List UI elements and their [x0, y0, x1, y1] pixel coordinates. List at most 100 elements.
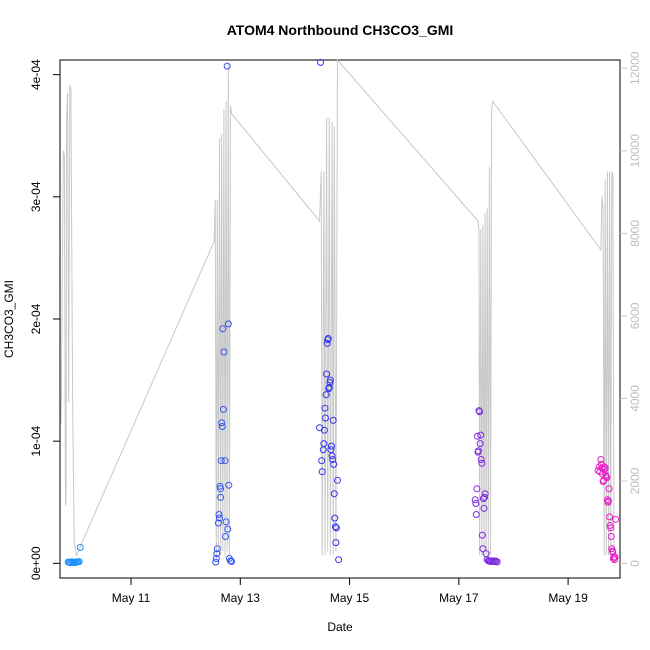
data-point: [213, 550, 221, 558]
data-point: [473, 432, 481, 440]
data-point: [214, 519, 222, 527]
x-axis: May 11 May 13 May 15 May 17 May 19: [112, 577, 588, 605]
data-point: [228, 558, 236, 565]
data-point: [212, 558, 220, 566]
data-point: [217, 485, 225, 493]
series-2: [212, 62, 236, 566]
x-tick-label: May 13: [221, 591, 261, 605]
x-axis-label: Date: [327, 620, 353, 634]
series-4: [471, 407, 501, 566]
data-point: [75, 558, 83, 566]
data-point: [603, 474, 611, 482]
y-axis: 0e+00 1e-04 2e-04 3e-04 4e-04: [29, 59, 60, 580]
data-point: [477, 431, 485, 439]
data-point: [481, 490, 489, 498]
y2-tick-label: 6000: [628, 302, 642, 329]
data-point: [479, 545, 487, 553]
data-point: [331, 514, 339, 522]
data-point: [320, 426, 328, 434]
data-point: [322, 391, 330, 399]
data-point: [318, 468, 326, 476]
data-point: [480, 504, 488, 512]
data-point: [320, 440, 328, 448]
data-point: [611, 553, 619, 561]
data-point: [478, 531, 486, 539]
data-point: [325, 383, 333, 391]
data-point: [475, 447, 482, 455]
y2-tick-label: 8000: [628, 220, 642, 247]
data-point: [472, 500, 480, 507]
data-point: [476, 440, 484, 448]
data-point: [600, 463, 608, 471]
data-point: [473, 485, 481, 493]
data-point: [607, 524, 615, 532]
series-5: [594, 456, 620, 564]
data-point: [223, 62, 231, 70]
data-points-layer: [64, 58, 620, 567]
data-point: [323, 339, 331, 347]
data-point: [605, 485, 613, 493]
data-point: [329, 416, 337, 424]
altitude-line: [60, 58, 615, 560]
data-point: [212, 555, 220, 562]
y-tick-label: 4e-04: [29, 59, 43, 90]
data-point: [323, 370, 331, 378]
secondary-y-axis: 0 2000 4000 6000 8000 10000 12000: [620, 51, 642, 567]
data-point: [222, 533, 229, 540]
chart-title: ATOM4 Northbound CH3CO3_GMI: [227, 22, 454, 38]
y-tick-label: 0e+00: [29, 546, 43, 580]
data-point: [216, 514, 223, 522]
data-point: [217, 457, 225, 465]
data-point: [329, 456, 337, 463]
data-point: [215, 511, 223, 518]
data-point: [335, 556, 343, 564]
data-point: [318, 457, 326, 465]
data-point: [607, 533, 615, 540]
data-point: [493, 558, 501, 566]
data-point: [330, 460, 338, 468]
data-point: [478, 459, 486, 467]
data-point: [224, 320, 232, 328]
data-point: [217, 493, 225, 501]
data-point: [612, 515, 620, 523]
y2-tick-label: 12000: [628, 51, 642, 85]
plot-frame: [59, 59, 621, 579]
data-point: [330, 490, 338, 498]
data-point: [321, 404, 329, 412]
data-point: [222, 518, 230, 526]
data-point: [477, 456, 485, 463]
x-tick-label: May 11: [112, 591, 151, 605]
data-point: [324, 335, 332, 342]
data-point: [219, 405, 227, 413]
data-point: [331, 523, 339, 531]
data-point: [218, 423, 226, 430]
data-point: [328, 442, 335, 450]
data-point: [326, 376, 334, 384]
data-point: [219, 325, 227, 333]
data-point: [492, 557, 500, 565]
y2-tick-label: 4000: [628, 385, 642, 412]
x-tick-label: May 17: [439, 591, 479, 605]
data-point: [218, 419, 226, 427]
x-tick-label: May 19: [548, 591, 588, 605]
data-point: [476, 408, 484, 416]
series-1: [64, 544, 84, 567]
y-tick-label: 2e-04: [29, 303, 43, 334]
data-point: [334, 476, 341, 484]
data-point: [332, 524, 340, 532]
y2-tick-label: 0: [628, 560, 642, 567]
data-point: [601, 464, 609, 472]
altitude-trace-layer: [60, 58, 615, 560]
data-point: [224, 525, 232, 533]
y-tick-label: 1e-04: [29, 426, 43, 457]
data-point: [471, 496, 479, 504]
data-point: [225, 481, 233, 489]
data-point: [606, 513, 614, 521]
x-tick-label: May 15: [330, 591, 370, 605]
data-point: [597, 456, 605, 463]
series-3: [316, 58, 343, 564]
data-point: [332, 539, 340, 547]
data-point: [472, 511, 480, 518]
data-point: [66, 559, 74, 567]
y-tick-label: 3e-04: [29, 181, 43, 212]
